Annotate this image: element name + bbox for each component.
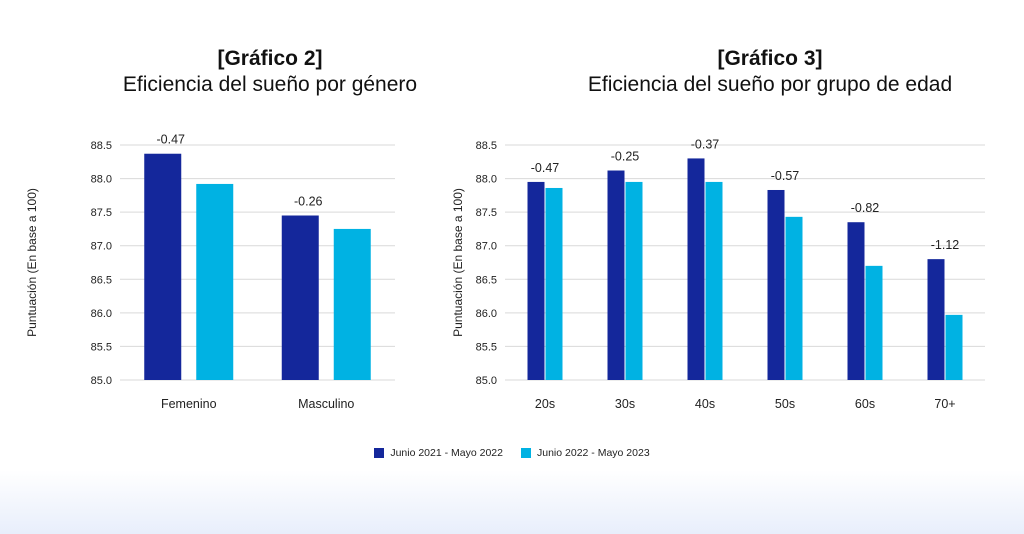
chart-2-bar-masculino-series-1 bbox=[281, 215, 319, 380]
chart-3-y-tick-label: 88.5 bbox=[476, 140, 497, 152]
chart-3-data-label: -0.82 bbox=[851, 201, 880, 215]
chart-3-bar-50s-series-2 bbox=[785, 216, 803, 380]
chart-3-y-axis-label: Puntuación (En base a 100) bbox=[451, 188, 465, 337]
chart-3-y-tick-label: 88.0 bbox=[476, 174, 497, 186]
chart-2-bar-femenino-series-1 bbox=[144, 153, 182, 380]
chart-3-data-label: -0.25 bbox=[611, 150, 640, 164]
chart-2-subtitle: Eficiencia del sueño por género bbox=[122, 73, 418, 96]
legend-item-series-1: Junio 2021 - Mayo 2022 bbox=[374, 447, 503, 459]
chart-3-data-label: -0.47 bbox=[531, 161, 560, 175]
chart-2-bar-masculino-series-2 bbox=[333, 228, 371, 380]
chart-2-y-tick-label: 88.0 bbox=[91, 174, 112, 186]
chart-3-bar-40s-series-2 bbox=[705, 181, 723, 380]
chart-3-category-label: 60s bbox=[855, 397, 875, 411]
legend-swatch-series-2 bbox=[521, 448, 531, 458]
chart-3-y-tick-label: 87.5 bbox=[476, 207, 497, 219]
legend-label-series-2: Junio 2022 - Mayo 2023 bbox=[537, 447, 650, 459]
chart-2-category-label: Femenino bbox=[161, 397, 217, 411]
chart-2-title: [Gráfico 2] bbox=[217, 47, 323, 70]
chart-3-bar-40s-series-1 bbox=[687, 158, 705, 380]
chart-2-y-tick-label: 86.5 bbox=[91, 274, 112, 286]
chart-3-y-tick-label: 86.5 bbox=[476, 274, 497, 286]
chart-2-y-tick-label: 85.5 bbox=[91, 341, 112, 353]
chart-3-bar-70-series-2 bbox=[945, 314, 963, 380]
chart-3-y-tick-label: 87.0 bbox=[476, 241, 497, 253]
chart-3-category-label: 70+ bbox=[934, 397, 955, 411]
chart-2-y-tick-label: 87.0 bbox=[91, 241, 112, 253]
chart-3-data-label: -0.57 bbox=[771, 169, 800, 183]
chart-2-title-block: [Gráfico 2] Eficiencia del sueño por gén… bbox=[60, 46, 480, 98]
legend-item-series-2: Junio 2022 - Mayo 2023 bbox=[521, 447, 650, 459]
chart-3-bar-60s-series-2 bbox=[865, 265, 883, 380]
chart-2-y-axis-label: Puntuación (En base a 100) bbox=[25, 188, 39, 337]
chart-3-category-label: 30s bbox=[615, 397, 635, 411]
chart-2-y-tick-label: 88.5 bbox=[91, 140, 112, 152]
chart-3-y-tick-label: 85.5 bbox=[476, 341, 497, 353]
chart-2-y-tick-label: 87.5 bbox=[91, 207, 112, 219]
chart-2-y-tick-label: 85.0 bbox=[91, 375, 112, 387]
chart-3-y-tick-label: 85.0 bbox=[476, 375, 497, 387]
legend: Junio 2021 - Mayo 2022 Junio 2022 - Mayo… bbox=[0, 447, 1024, 459]
legend-label-series-1: Junio 2021 - Mayo 2022 bbox=[390, 447, 503, 459]
chart-2-data-label: -0.26 bbox=[294, 195, 323, 209]
chart-3-bar-20s-series-1 bbox=[527, 181, 545, 380]
chart-3-bar-70-series-1 bbox=[927, 259, 945, 380]
chart-3-bar-60s-series-1 bbox=[847, 222, 865, 380]
chart-3-category-label: 40s bbox=[695, 397, 715, 411]
chart-2-data-label: -0.47 bbox=[157, 133, 186, 147]
chart-3-data-label: -0.37 bbox=[691, 137, 720, 151]
chart-3-title: [Gráfico 3] bbox=[717, 47, 823, 70]
chart-2-category-label: Masculino bbox=[298, 397, 354, 411]
chart-3-subtitle: Eficiencia del sueño por grupo de edad bbox=[587, 73, 953, 96]
chart-3-category-label: 20s bbox=[535, 397, 555, 411]
chart-3-bar-20s-series-2 bbox=[545, 187, 563, 380]
chart-3-bar-30s-series-2 bbox=[625, 181, 643, 380]
chart-2-bar-femenino-series-2 bbox=[196, 183, 234, 380]
chart-2-y-tick-label: 86.0 bbox=[91, 308, 112, 320]
legend-swatch-series-1 bbox=[374, 448, 385, 458]
chart-3-bar-30s-series-1 bbox=[607, 170, 625, 380]
chart-3-title-block: [Gráfico 3] Eficiencia del sueño por gru… bbox=[520, 46, 1020, 98]
chart-3-bar-50s-series-1 bbox=[767, 189, 785, 380]
chart-3-category-label: 50s bbox=[775, 397, 795, 411]
chart-3-data-label: -1.12 bbox=[931, 238, 960, 252]
chart-3-y-tick-label: 86.0 bbox=[476, 308, 497, 320]
